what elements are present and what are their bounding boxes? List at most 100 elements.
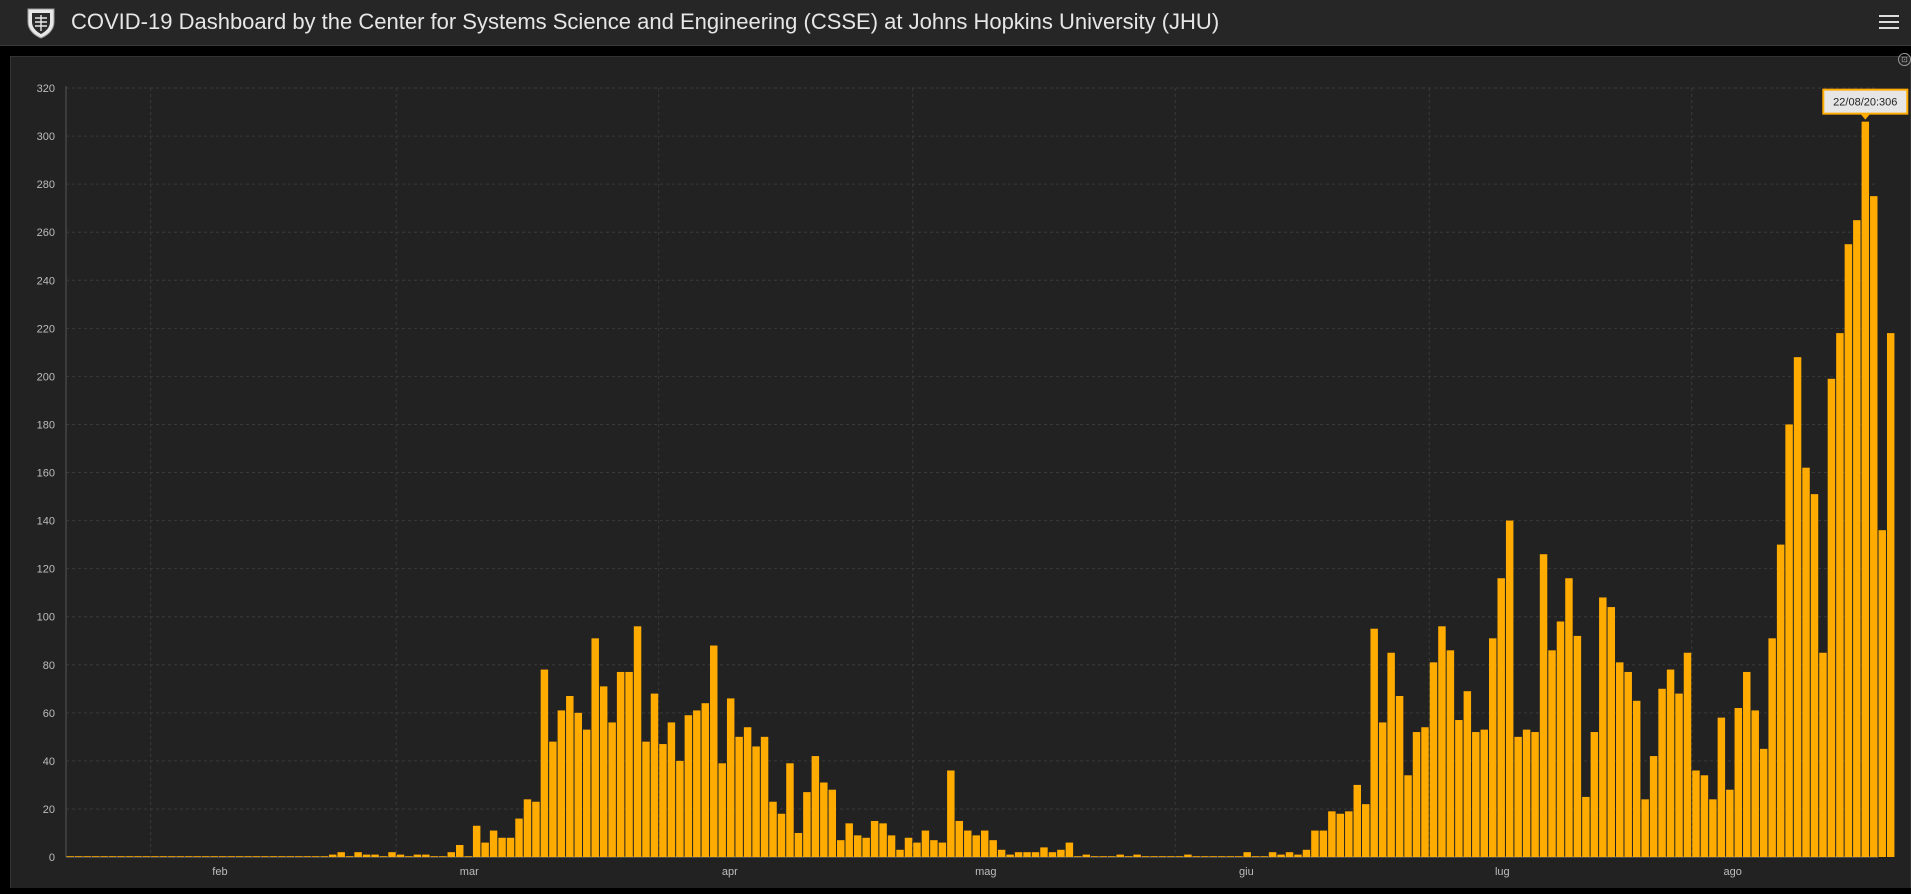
bar [1218,856,1226,857]
x-tick-label: mag [975,866,996,878]
bar [921,830,930,857]
bar [1802,467,1810,857]
bar [1226,856,1234,857]
bar [549,741,557,857]
bar [1319,830,1328,857]
y-tick-label: 160 [37,468,55,480]
bar [1641,799,1649,857]
bar [1065,842,1074,857]
bar [557,710,566,857]
bar [1429,662,1438,857]
bar [1776,544,1785,857]
bar [337,852,345,857]
bar [252,856,261,857]
bar [185,856,193,857]
bar [523,799,532,857]
bar [1107,856,1116,857]
bar [193,856,201,857]
bar [218,856,227,857]
bar [430,856,439,857]
bar [1624,671,1632,857]
bar [591,638,599,857]
bar [1743,671,1751,857]
bar [777,813,786,857]
bar [464,856,472,857]
bar [938,842,947,857]
bar [91,856,100,857]
bar [1505,520,1514,857]
bar [1522,729,1531,857]
bar [1014,852,1023,857]
bar [1192,856,1201,857]
x-tick-label: apr [722,866,738,878]
bar [608,722,616,857]
bar [1404,775,1412,857]
bar [1023,852,1031,857]
app-header: COVID-19 Dashboard by the Center for Sys… [0,0,1911,46]
bar [278,856,286,857]
bar [718,763,726,857]
bar [1514,736,1522,857]
bar [879,823,887,857]
bar [1616,662,1624,857]
bar [489,830,498,857]
y-tick-label: 320 [37,83,55,95]
bar [701,703,710,857]
bar [1539,554,1548,857]
bar [786,763,794,857]
bar [1124,856,1133,857]
bar [396,854,405,857]
bar [769,801,777,857]
bar [574,712,583,857]
bar [439,856,447,857]
bar [100,856,108,857]
bar [1201,856,1209,857]
bar [413,854,422,857]
bar [117,856,125,857]
bar [447,852,455,857]
bar [743,727,752,857]
bar [1472,732,1480,857]
bar [887,835,896,857]
bar [1438,626,1446,857]
bar [684,715,693,857]
bar [710,645,718,857]
bar [1260,856,1268,857]
bar [760,736,769,857]
y-tick-label: 100 [37,612,55,624]
bar [108,856,117,857]
bar [1302,849,1311,857]
y-tick-label: 120 [37,564,55,576]
bar [210,856,218,857]
bar [1412,732,1421,857]
bar [83,856,91,857]
bar [1785,424,1793,857]
bar [1378,722,1387,857]
y-tick-label: 80 [43,660,55,672]
bar [1175,856,1184,857]
bar [532,801,540,857]
bar [1726,789,1734,857]
bar [1836,333,1844,857]
bar [176,856,185,857]
y-tick-label: 140 [37,516,55,528]
bar [642,741,650,857]
y-tick-label: 180 [37,419,55,431]
bar [1370,628,1378,857]
bar [1861,121,1870,858]
bar [405,856,413,857]
bar [1751,710,1759,857]
bar [1886,333,1895,857]
bar [1819,652,1827,857]
bar [972,835,980,857]
bar [811,756,820,857]
bar [1446,650,1455,857]
hamburger-menu-icon[interactable] [1879,12,1899,30]
bar [1759,748,1768,857]
bar [1294,854,1302,857]
bar [261,856,269,857]
y-tick-label: 300 [37,131,55,143]
bar [362,854,371,857]
x-tick-label: lug [1495,866,1510,878]
